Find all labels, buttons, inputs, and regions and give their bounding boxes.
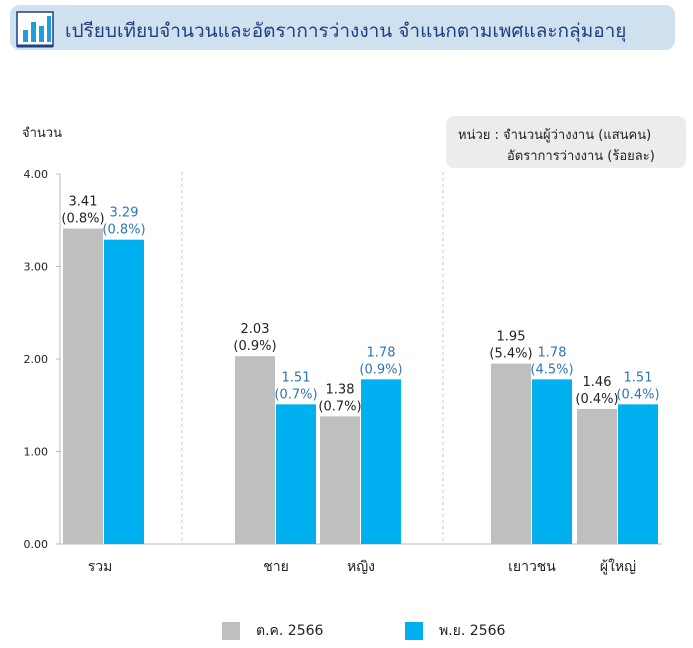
bar-rate-label: (0.8%) [61,212,104,227]
x-category-label: หญิง [347,559,375,575]
unit-note-line2: อัตราการว่างงาน (ร้อยละ) [507,149,655,164]
bar [276,404,316,544]
bar-value-label: 1.78 [367,345,396,360]
bar-rate-label: (4.5%) [530,362,573,377]
bar-rate-label: (0.7%) [318,399,361,414]
legend-swatch-nov [405,622,423,640]
bar-value-label: 1.38 [326,382,355,397]
bar-rate-label: (0.4%) [575,392,618,407]
bar [104,239,144,545]
legend-label-oct: ต.ค. 2566 [256,623,324,639]
y-tick-label: 1.00 [24,446,49,459]
legend-label-nov: พ.ย. 2566 [439,623,506,639]
bar-rate-label: (5.4%) [489,347,532,362]
title-bar: เปรียบเทียบจำนวนและอัตราการว่างงาน จำแนก… [10,5,675,50]
bar [618,404,658,544]
legend-item-oct: ต.ค. 2566 [222,620,323,642]
y-tick-label: 3.00 [24,261,49,274]
x-category-label: เยาวชน [508,559,556,575]
bar [63,228,103,544]
unit-note-box: หน่วย : จำนวนผู้ว่างงาน (แสนคน) อัตราการ… [446,116,686,168]
page-title: เปรียบเทียบจำนวนและอัตราการว่างงาน จำแนก… [65,20,627,42]
bar-value-label: 2.03 [241,322,270,337]
bar-rate-label: (0.9%) [233,339,276,354]
bar-rate-label: (0.7%) [274,387,317,402]
bar [320,416,360,544]
bar-value-label: 1.78 [538,345,567,360]
y-tick-label: 2.00 [24,353,49,366]
x-category-label: ผู้ใหญ่ [600,558,636,575]
bar-value-label: 1.46 [583,375,612,390]
bar [532,379,572,544]
bar [491,363,531,544]
bar-value-label: 1.51 [624,370,653,385]
bar-value-label: 3.29 [110,206,139,221]
y-axis-title: จำนวน [22,126,62,141]
bar [235,356,275,544]
legend-item-nov: พ.ย. 2566 [405,620,505,642]
bar [577,408,617,544]
bar-chart-icon [16,11,54,48]
bar [361,379,401,544]
x-category-label: รวม [88,559,113,575]
legend-swatch-oct [222,622,240,640]
bar-value-label: 1.51 [282,370,311,385]
bar-rate-label: (0.8%) [102,223,145,238]
y-tick-label: 0.00 [24,538,49,551]
x-category-label: ชาย [263,559,289,575]
bar-rate-label: (0.9%) [359,362,402,377]
bar-value-label: 1.95 [497,330,526,345]
y-tick-label: 4.00 [24,168,49,181]
unit-note-line1: หน่วย : จำนวนผู้ว่างงาน (แสนคน) [458,128,652,143]
bar-value-label: 3.41 [69,195,98,210]
bar-rate-label: (0.4%) [616,387,659,402]
bar-chart: 0.00 1.00 2.00 3.00 4.00 3.41 (0.8%) 3.29 (0.8%)… [24,168,662,575]
